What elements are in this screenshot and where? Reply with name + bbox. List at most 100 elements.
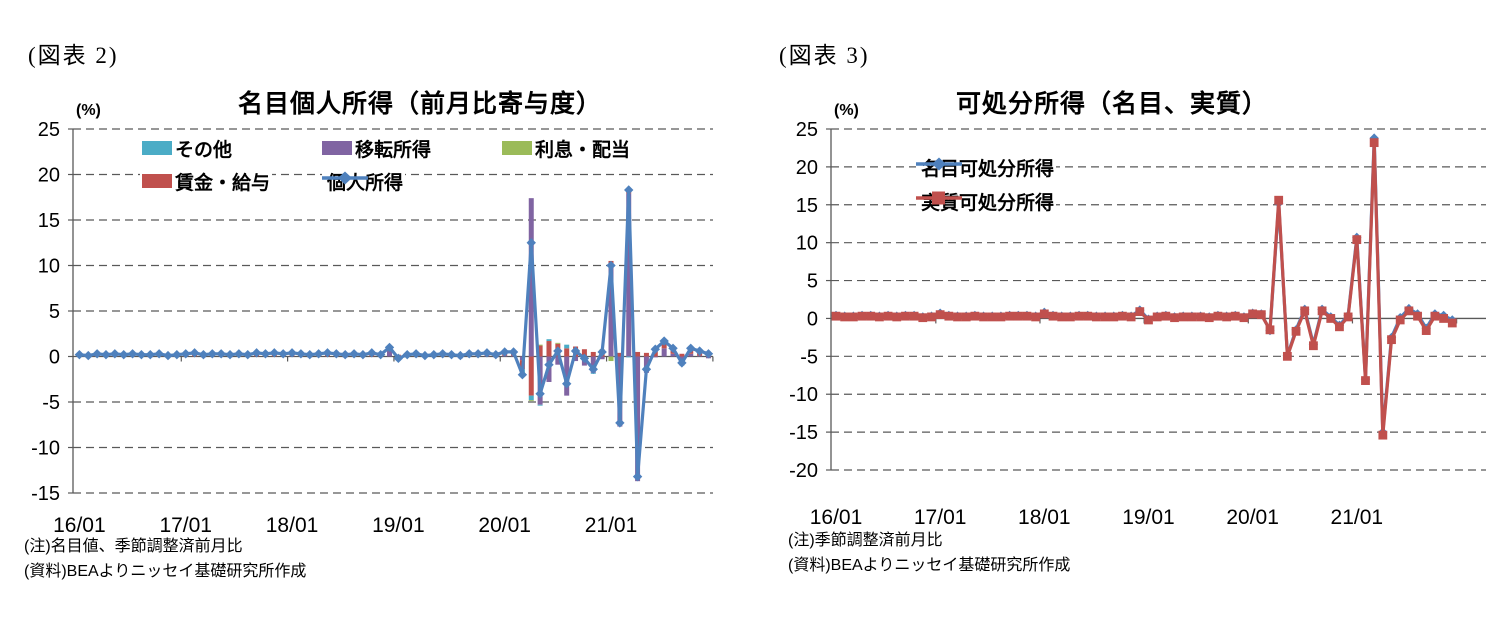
square-marker bbox=[1092, 312, 1101, 322]
square-marker bbox=[1378, 430, 1388, 440]
diamond-marker bbox=[296, 349, 306, 359]
square-marker bbox=[1178, 312, 1188, 322]
square-marker bbox=[1213, 311, 1223, 321]
square-marker bbox=[1204, 313, 1214, 323]
data-line bbox=[834, 141, 1454, 437]
legend-item-nominal-disposable-income: 名目可処分所得 bbox=[916, 156, 1057, 180]
diamond-marker bbox=[473, 349, 483, 359]
bar-segment bbox=[608, 356, 614, 362]
diamond-marker bbox=[491, 349, 501, 360]
square-marker bbox=[1317, 306, 1327, 316]
figure3-note2: (資料)BEAよりニッセイ基礎研究所作成 bbox=[788, 557, 1071, 574]
square-marker bbox=[892, 312, 902, 322]
square-marker bbox=[1170, 313, 1179, 323]
square-marker bbox=[927, 312, 936, 322]
bar-segment bbox=[528, 400, 534, 402]
square-marker bbox=[1352, 235, 1362, 245]
square-marker bbox=[1074, 311, 1084, 321]
bar-segment bbox=[635, 356, 641, 482]
diamond-marker bbox=[553, 346, 563, 356]
figure3-title: 可処分所得（名目、実質） bbox=[955, 90, 1269, 118]
square-marker bbox=[1065, 312, 1075, 322]
square-marker bbox=[1005, 311, 1014, 321]
diamond-marker bbox=[145, 349, 155, 360]
diamond-marker bbox=[181, 349, 191, 359]
diamond-marker bbox=[632, 471, 643, 482]
figure2-note-source: (注)名目値、季節調整済前月比 (資料)BEAよりニッセイ基礎研究所作成 bbox=[24, 534, 306, 584]
bar-segment bbox=[688, 353, 694, 357]
bar-segment bbox=[697, 355, 703, 357]
bar-segment bbox=[573, 356, 579, 362]
y-tick-label: 10 bbox=[38, 256, 60, 278]
diamond-marker bbox=[127, 349, 138, 359]
square-marker bbox=[866, 311, 876, 321]
diamond-marker bbox=[411, 349, 421, 359]
square-marker bbox=[970, 311, 980, 321]
bar-segment bbox=[652, 356, 658, 358]
diamond-marker bbox=[526, 238, 536, 248]
figure3-note-source: (注)季節調整済前月比 (資料)BEAよりニッセイ基礎研究所作成 bbox=[788, 528, 1070, 578]
square-marker bbox=[1248, 309, 1258, 319]
square-marker bbox=[1447, 318, 1457, 328]
bar-segment bbox=[564, 356, 570, 396]
y-tick-label: -5 bbox=[42, 392, 60, 414]
square-marker bbox=[1335, 322, 1344, 332]
x-tick-label: 21/01 bbox=[585, 514, 638, 537]
diamond-marker bbox=[225, 349, 235, 360]
bar-segment bbox=[617, 352, 623, 357]
square-marker bbox=[1187, 312, 1197, 322]
square-marker bbox=[1031, 312, 1041, 322]
diamond-marker bbox=[207, 349, 217, 359]
diamond-marker bbox=[429, 349, 439, 360]
bar-segment bbox=[537, 404, 543, 406]
diamond-marker bbox=[74, 349, 85, 360]
diamond-marker bbox=[562, 379, 572, 389]
bar-segment bbox=[537, 345, 543, 357]
diamond-marker bbox=[172, 349, 182, 360]
square-marker bbox=[831, 311, 841, 321]
diamond-marker bbox=[570, 346, 581, 356]
square-marker bbox=[1048, 311, 1058, 321]
diamond-marker bbox=[322, 348, 333, 358]
diamond-marker bbox=[358, 349, 368, 360]
diamond-marker bbox=[446, 349, 457, 360]
figure3-note1: (注)季節調整済前月比 bbox=[788, 532, 943, 549]
y-tick-label: 10 bbox=[796, 233, 818, 255]
y-tick-label: 15 bbox=[38, 210, 60, 232]
figure2-note2: (資料)BEAよりニッセイ基礎研究所作成 bbox=[24, 563, 307, 580]
diamond-marker bbox=[703, 349, 714, 359]
square-marker bbox=[1395, 315, 1405, 325]
square-marker bbox=[857, 311, 867, 321]
y-tick-label: -10 bbox=[789, 384, 818, 406]
diamond-marker bbox=[92, 349, 102, 359]
legend-color-swatch bbox=[142, 174, 172, 188]
diamond-marker bbox=[668, 343, 678, 354]
bar-segment bbox=[626, 356, 632, 358]
bar-segment bbox=[528, 198, 534, 357]
legend-label-transfer-income: 移転所得 bbox=[355, 139, 432, 161]
diamond-marker bbox=[305, 349, 315, 360]
square-marker bbox=[961, 312, 971, 322]
square-marker bbox=[1126, 312, 1136, 322]
square-marker bbox=[987, 312, 997, 322]
x-tick-label: 17/01 bbox=[914, 506, 967, 529]
square-marker bbox=[883, 311, 893, 321]
diamond-marker bbox=[83, 350, 93, 361]
bar-segment bbox=[635, 351, 641, 357]
diamond-marker bbox=[260, 349, 271, 359]
diamond-marker bbox=[437, 349, 448, 359]
bar-segment bbox=[679, 353, 685, 357]
square-marker bbox=[1230, 311, 1240, 321]
y-tick-label: 25 bbox=[796, 119, 818, 141]
bar-segment bbox=[581, 349, 587, 357]
diamond-marker bbox=[234, 349, 244, 359]
x-tick-label: 16/01 bbox=[53, 514, 106, 537]
diamond-marker bbox=[375, 349, 386, 360]
legend-label-interest-dividends: 利息・配当 bbox=[535, 139, 631, 161]
diamond-marker bbox=[367, 348, 377, 358]
diamond-marker bbox=[402, 349, 412, 360]
legend-color-swatch bbox=[322, 141, 352, 155]
square-marker bbox=[1430, 311, 1440, 321]
figure3-unit-label: (%) bbox=[834, 102, 859, 119]
